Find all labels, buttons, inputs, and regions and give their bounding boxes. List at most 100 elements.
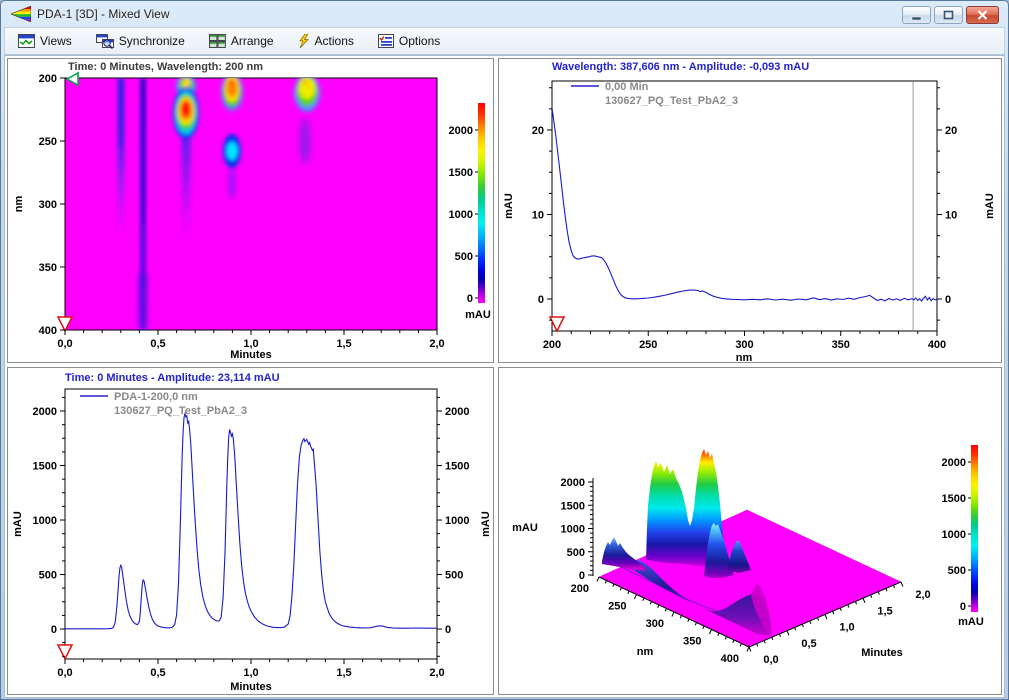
tick-label: 2,0 [429, 338, 444, 350]
restore-icon [943, 10, 954, 20]
surface-minutes-tick-label: 1,5 [877, 605, 892, 617]
window-title: PDA-1 [3D] - Mixed View [37, 7, 170, 21]
spectrum-yaxis-label-right: mAU [984, 193, 996, 219]
tick-label: 0,5 [150, 338, 165, 350]
toolbar: Views Synchronize Arrange Act [4, 27, 1005, 55]
tick-label: 0 [51, 624, 57, 636]
tick-label: 350 [832, 339, 850, 351]
tick-label: 0 [538, 294, 544, 306]
tick-mark [650, 602, 651, 605]
toolbar-button-actions[interactable]: Actions [291, 31, 361, 52]
panel-spectrum[interactable]: Wavelength: 387,606 nm - Amplitude: -0,0… [498, 58, 1002, 363]
panel-chromatogram[interactable]: Time: 0 Minutes - Amplitude: 23,114 mAU … [7, 367, 494, 695]
colorbar-tick-label: 0 [467, 293, 473, 305]
surface-zaxis-label: mAU [512, 522, 538, 534]
surface-minutes-tick-label: 2,0 [915, 589, 930, 601]
tick-label: 200 [543, 339, 561, 351]
tick-mark [733, 640, 734, 643]
tick-label: 10 [532, 210, 544, 222]
toolbar-button-arrange[interactable]: Arrange [202, 31, 281, 51]
toolbar-button-views[interactable]: Views [11, 31, 79, 51]
tick-label: 200 [39, 73, 57, 85]
toolbar-button-options[interactable]: Options [371, 31, 447, 51]
contour-colorbar-label: mAU [465, 309, 491, 321]
toolbar-label-arrange: Arrange [231, 34, 274, 48]
surface-minutes-axis-label: Minutes [861, 647, 903, 659]
arrange-icon [209, 34, 226, 48]
tick-mark [658, 605, 659, 608]
surface-minutes-tick-label: 1,0 [839, 622, 854, 634]
actions-icon [298, 34, 310, 49]
tick-mark [817, 618, 818, 621]
spectrum-legend-sample: 130627_PQ_Test_PbA2_3 [605, 95, 738, 107]
tick-mark [848, 605, 849, 608]
colorbar-tick-label: 1500 [449, 167, 473, 179]
tick-mark [825, 615, 827, 620]
tick-label: 20 [945, 125, 957, 137]
tick-mark [878, 592, 879, 595]
tick-label: 300 [735, 339, 753, 351]
tick-mark [613, 584, 614, 587]
tick-mark [680, 616, 681, 619]
tick-mark [695, 623, 696, 626]
surface-z-tick-label: 1500 [561, 500, 585, 512]
tick-label: 10 [945, 210, 957, 222]
titlebar[interactable]: PDA-1 [3D] - Mixed View [4, 1, 1005, 27]
tick-mark [893, 585, 894, 588]
tick-mark [747, 647, 749, 652]
tick-mark [855, 602, 856, 605]
surface-colorbar-tick-label: 0 [960, 601, 966, 613]
panel-contour-map[interactable]: Time: 0 Minutes, Wavelength: 200 nm [7, 58, 494, 363]
chromatogram-plot-area[interactable] [65, 389, 437, 659]
tick-label: 500 [445, 570, 463, 582]
surface-nm-tick-label: 400 [721, 653, 739, 665]
surface-z-tick-label: 500 [567, 547, 585, 559]
tick-mark [886, 589, 887, 592]
chromatogram-yaxis-label-right: mAU [480, 511, 492, 537]
options-icon [378, 34, 394, 48]
colorbar-tick-label: 1000 [449, 209, 473, 221]
tick-mark [665, 609, 666, 612]
tick-mark [597, 577, 599, 582]
tick-mark [749, 647, 751, 652]
chromatogram-yaxis-label-left: mAU [12, 511, 24, 537]
colorbar-tick-label: 500 [455, 251, 473, 263]
minimize-button[interactable] [902, 6, 931, 24]
tick-label: 2000 [33, 406, 57, 418]
spectrum-header: Wavelength: 387,606 nm - Amplitude: -0,0… [552, 61, 809, 73]
toolbar-label-actions: Actions [315, 34, 354, 48]
tick-mark [643, 598, 644, 601]
close-button[interactable] [966, 6, 999, 24]
tick-label: 0 [945, 294, 951, 306]
surface-colorbar-tick-label: 2000 [942, 457, 966, 469]
tick-mark [901, 582, 903, 587]
tick-mark [840, 608, 841, 611]
tick-label: 1000 [33, 515, 57, 527]
toolbar-button-synchronize[interactable]: Synchronize [89, 31, 192, 52]
surface-nm-tick-label: 200 [571, 583, 589, 595]
surface-colorbar-tick-label: 1500 [942, 493, 966, 505]
tick-label: 0,0 [57, 667, 72, 679]
tick-label: 400 [39, 325, 57, 337]
minimize-icon [911, 11, 922, 20]
tick-label: 20 [532, 125, 544, 137]
surface-colorbar [971, 445, 978, 612]
contour-xaxis-label: Minutes [230, 349, 272, 361]
tick-label: 1500 [445, 461, 469, 473]
contour-header: Time: 0 Minutes, Wavelength: 200 nm [68, 61, 263, 73]
tick-label: 0 [445, 624, 451, 636]
surface-nm-tick-label: 350 [683, 636, 701, 648]
spectrum-plot-area[interactable] [552, 81, 937, 331]
tick-mark [703, 626, 704, 629]
tick-mark [802, 624, 803, 627]
tick-mark [688, 619, 689, 622]
restore-button[interactable] [934, 6, 963, 24]
spectrum-yaxis-label-left: mAU [503, 193, 515, 219]
panel-3d-surface[interactable]: mAU nm Minutes mAU 2002503003504000,00,5… [498, 367, 1002, 695]
tick-label: 2,0 [429, 667, 444, 679]
tick-mark [605, 581, 606, 584]
spectrum-legend-time: 0,00 Min [605, 81, 649, 93]
views-icon [18, 34, 35, 48]
surface-colorbar-tick-label: 500 [948, 565, 966, 577]
synchronize-icon [96, 34, 114, 49]
